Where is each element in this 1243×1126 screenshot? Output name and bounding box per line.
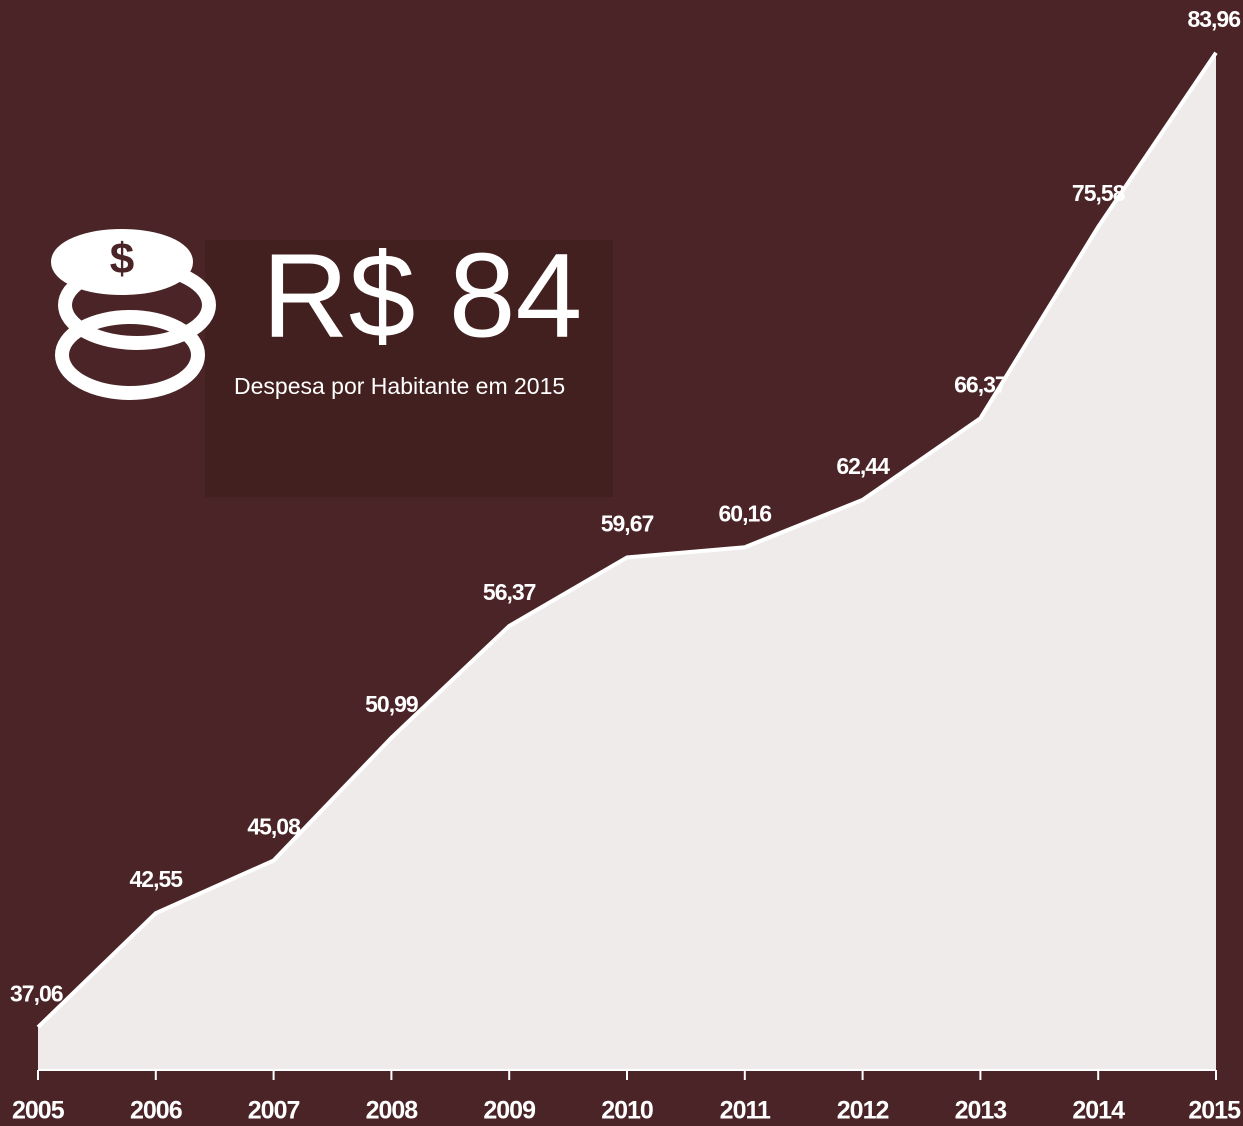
value-label: 59,67 [601,511,654,537]
value-label: 37,06 [10,980,63,1006]
x-tick-label: 2010 [601,1097,653,1125]
line [36,51,1218,1029]
value-label: 56,37 [483,579,536,605]
x-tick-label: 2005 [12,1097,65,1125]
coin-icon: $ [51,229,216,400]
x-tick-label: 2011 [720,1097,771,1125]
value-label: 50,99 [365,691,418,717]
x-tick-label: 2008 [366,1097,419,1125]
value-label: 75,58 [1072,180,1126,206]
value-label: 60,16 [719,500,772,526]
x-tick-label: 2015 [1188,1097,1241,1125]
x-tick-label: 2013 [955,1097,1007,1125]
value-label: 42,55 [130,866,184,892]
value-label: 62,44 [836,453,890,479]
svg-text:$: $ [110,235,134,284]
value-label: 45,08 [247,814,301,840]
area [38,52,1216,1070]
x-tick-label: 2009 [483,1097,535,1125]
value-label: 66,37 [954,371,1007,397]
highlight-caption: Despesa por Habitante em 2015 [234,373,565,399]
highlight-value: R$ 84 [262,229,582,363]
x-tick-label: 2006 [130,1097,182,1125]
x-tick-label: 2014 [1072,1097,1125,1125]
x-tick-label: 2007 [248,1097,300,1125]
x-tick-label: 2012 [837,1097,889,1125]
highlight-panel [205,240,613,497]
value-label: 83,96 [1187,6,1240,32]
